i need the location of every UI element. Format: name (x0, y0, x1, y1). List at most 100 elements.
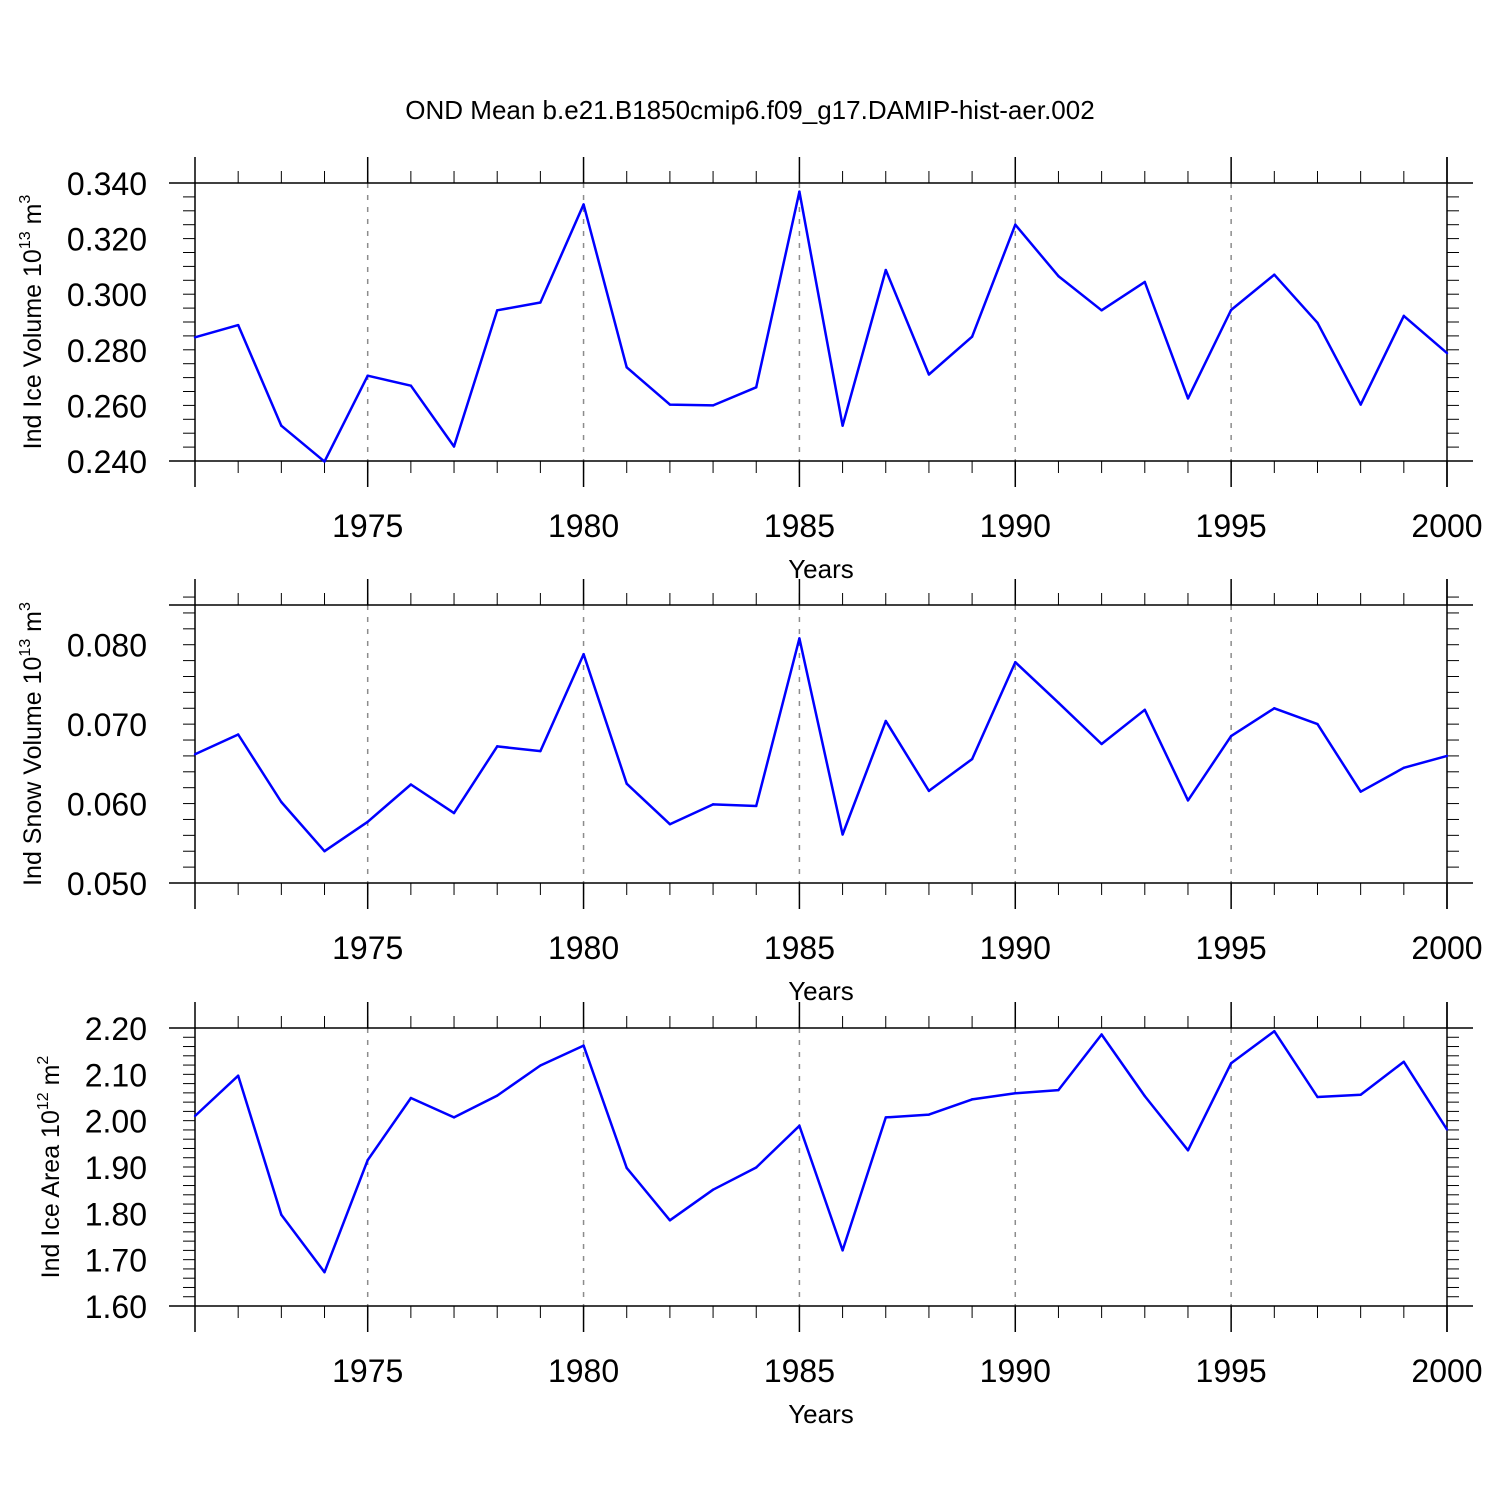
x-tick-label: 1975 (332, 930, 403, 966)
panels: 1975 1980 1985 1990 1995 2000 0.240 0.260 0.280 0… (17, 157, 1483, 1429)
data-point (1014, 1092, 1017, 1095)
y-tick-label: 0.320 (67, 222, 147, 258)
data-point (841, 1249, 844, 1252)
data-point (1143, 1094, 1146, 1098)
data-point (1359, 1093, 1362, 1096)
y-tick-label: 0.080 (67, 628, 147, 664)
data-point (1186, 799, 1190, 802)
y-axis-title-exponent: 13 (17, 231, 34, 249)
y-axis-title-unit: m (19, 611, 47, 639)
y-axis-title-unit: m (37, 1065, 65, 1093)
data-point (668, 403, 672, 406)
data-point (927, 789, 931, 793)
y-tick-label: 0.050 (67, 866, 147, 902)
y-axis-title: Ind Ice Area 1012 m2 (35, 1056, 65, 1279)
x-axis-title: Years (788, 554, 854, 584)
data-point (1057, 701, 1060, 704)
data-point (755, 1166, 758, 1169)
data-point (841, 833, 844, 836)
data-point (1100, 742, 1103, 746)
data-point (927, 1113, 931, 1116)
data-point (539, 749, 542, 753)
x-tick-label: 1990 (980, 508, 1051, 544)
x-tick-label: 1980 (548, 508, 619, 544)
data-point (1445, 754, 1449, 758)
data-point (927, 373, 931, 376)
data-point (1229, 1062, 1233, 1065)
data-point (1186, 397, 1190, 400)
y-axis-title-unit-exponent: 3 (17, 602, 34, 611)
data-point (1143, 280, 1146, 284)
data-point (1100, 309, 1103, 312)
data-point (193, 336, 197, 339)
y-tick-label: 1.90 (85, 1150, 147, 1186)
data-point (970, 335, 974, 338)
data-point (1273, 273, 1276, 276)
data-point (884, 1116, 887, 1119)
data-point (1316, 1095, 1319, 1099)
data-point (711, 1188, 715, 1191)
chart-panel-3: 1975 1980 1985 1990 1995 2000 1.60 1.70 1.80 1.90… (35, 1002, 1483, 1429)
data-point (1316, 321, 1319, 325)
x-axis-title: Years (788, 1399, 854, 1429)
data-point (236, 1074, 240, 1077)
data-point (1273, 1030, 1276, 1033)
x-tick-label: 1995 (1196, 1353, 1267, 1389)
data-point (1100, 1033, 1103, 1036)
x-tick-label: 2000 (1411, 508, 1482, 544)
data-point (582, 1044, 585, 1047)
x-tick-label: 1990 (980, 1353, 1051, 1389)
data-point (1402, 766, 1406, 770)
data-point (798, 190, 801, 193)
y-tick-label: 0.070 (67, 707, 147, 743)
data-point (323, 850, 326, 853)
data-point (366, 374, 369, 377)
y-tick-label: 0.060 (67, 787, 147, 823)
x-tick-label: 1980 (548, 1353, 619, 1389)
x-tick-label: 1985 (764, 930, 835, 966)
data-point (409, 783, 413, 786)
series-line (194, 637, 1448, 853)
data-point (539, 1064, 542, 1067)
data-point (625, 782, 628, 785)
data-point (582, 653, 585, 656)
data-point (1057, 1088, 1060, 1092)
x-axis-title: Years (788, 976, 854, 1006)
y-tick-label: 0.340 (67, 166, 147, 202)
data-point (1445, 351, 1449, 355)
data-point (668, 1219, 672, 1222)
data-point (1359, 790, 1362, 793)
y-tick-label: 1.70 (85, 1243, 147, 1279)
data-point (755, 386, 758, 389)
data-point (884, 719, 887, 723)
y-axis-title-unit-exponent: 2 (35, 1056, 52, 1065)
data-point (496, 309, 499, 312)
data-point (409, 384, 413, 387)
data-point (366, 820, 369, 824)
y-axis-title: Ind Snow Volume 1013 m3 (17, 602, 47, 886)
data-point (1273, 707, 1276, 710)
data-point (539, 301, 542, 304)
data-point (1143, 708, 1146, 712)
data-point (409, 1096, 413, 1100)
data-point (668, 823, 672, 826)
data-point (755, 804, 758, 808)
data-point (884, 268, 887, 272)
data-point (970, 757, 974, 761)
figure-title: OND Mean b.e21.B1850cmip6.f09_g17.DAMIP-… (405, 95, 1094, 125)
y-axis-title-exponent: 13 (17, 639, 34, 657)
data-point (625, 366, 628, 369)
x-tick-label: 1975 (332, 1353, 403, 1389)
data-point (452, 1116, 456, 1119)
data-point (1014, 660, 1017, 664)
y-axis-title-main: Ind Ice Volume 10 (19, 249, 47, 449)
data-point (280, 424, 283, 427)
data-point (366, 1158, 369, 1162)
data-point (280, 800, 283, 804)
y-axis-title-unit: m (19, 204, 47, 232)
y-tick-label: 2.10 (85, 1057, 147, 1093)
y-axis-title-unit-exponent: 3 (17, 195, 34, 204)
chart-panel-1: 1975 1980 1985 1990 1995 2000 0.240 0.260 0.280 0… (17, 157, 1483, 584)
data-point (1359, 403, 1362, 406)
data-point (193, 753, 197, 756)
